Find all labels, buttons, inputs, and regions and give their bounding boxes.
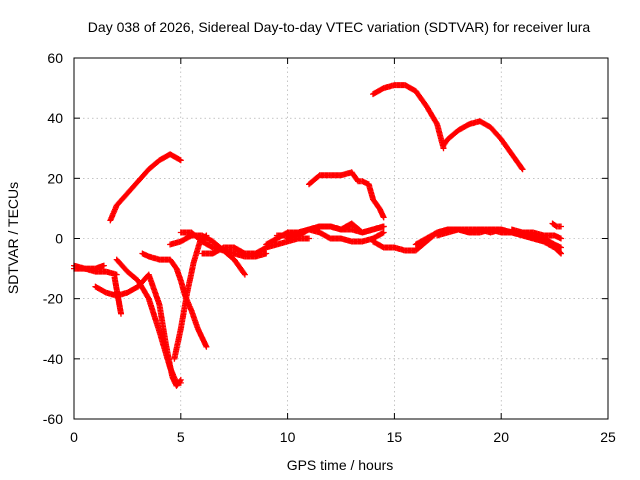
data-series [306,169,387,221]
series-markers [549,220,564,230]
data-series [111,274,124,317]
y-tick-label: 40 [47,110,63,126]
series-markers [107,151,184,224]
data-series [440,118,526,173]
series-markers [171,232,210,362]
data-series [370,82,447,152]
series-markers [284,220,387,242]
y-tick-label: 60 [47,50,63,66]
data-layer [71,82,564,389]
data-series [171,232,210,362]
y-axis-label: SDTVAR / TECUs [5,182,21,294]
data-series [107,151,184,224]
y-tick-label: -20 [43,291,63,307]
axis-layer: 0 5 10 15 20 25 -60 -40 -20 0 20 40 60 [43,50,616,445]
x-tick-label: 20 [493,429,509,445]
series-markers [440,118,526,173]
x-tick-label: 25 [600,429,616,445]
x-tick-label: 0 [70,429,78,445]
series-markers [306,169,387,221]
y-tick-label: 0 [55,231,63,247]
y-tick-label: -40 [43,351,63,367]
x-tick-label: 15 [387,429,403,445]
y-tick-label: 20 [47,170,63,186]
data-series [284,220,387,242]
series-markers [508,226,564,242]
series-markers [113,256,184,386]
chart-title: Day 038 of 2026, Sidereal Day-to-day VTE… [88,19,591,35]
y-tick-label: -60 [43,411,63,427]
series-markers [111,274,124,317]
data-series [508,226,564,242]
data-series [549,220,564,230]
series-markers [370,82,447,152]
x-tick-label: 10 [280,429,296,445]
data-series [113,256,184,386]
x-tick-label: 5 [177,429,185,445]
x-axis-label: GPS time / hours [287,457,394,473]
